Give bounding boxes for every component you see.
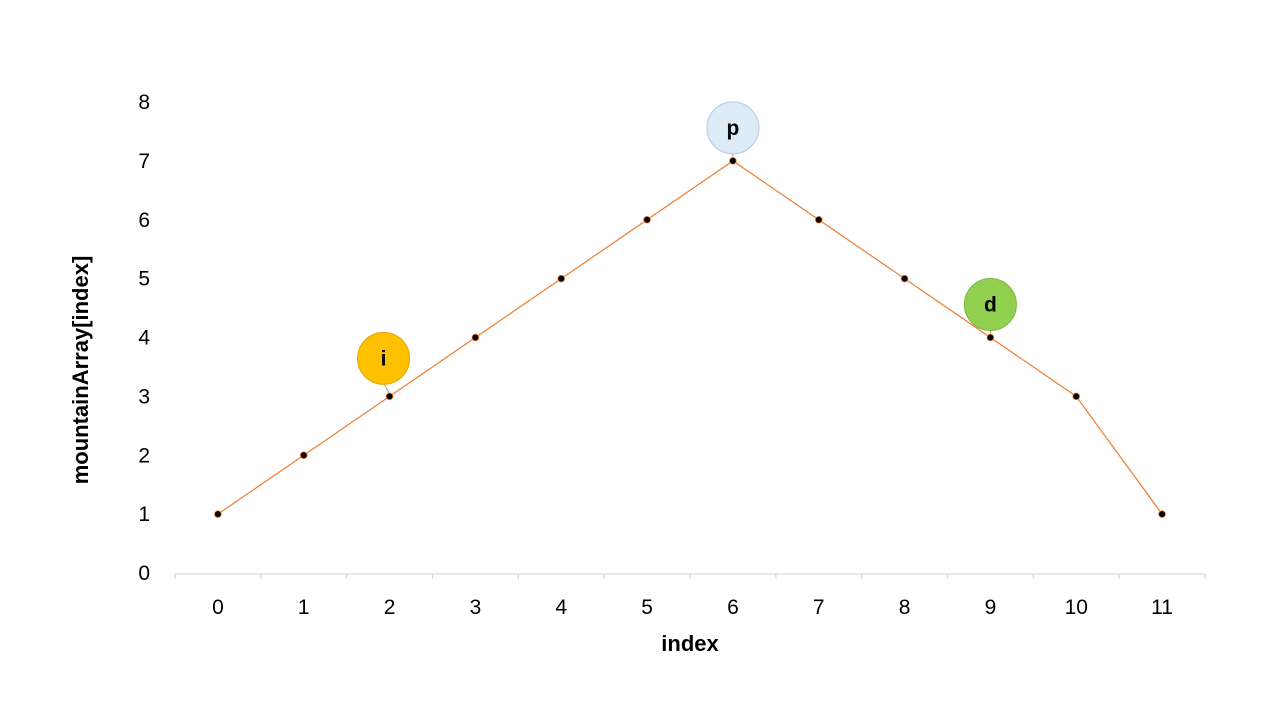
data-point — [643, 215, 651, 224]
x-axis-title: index — [661, 631, 719, 656]
annotation-bubble-i — [357, 331, 411, 385]
data-point — [557, 274, 566, 283]
y-axis-ticks: 0 1 2 3 4 5 6 7 8 — [138, 91, 150, 585]
x-tick-label: 4 — [555, 596, 567, 619]
y-axis-title: mountainArray[index] — [68, 256, 93, 485]
annotation-bubble-p — [706, 101, 760, 155]
y-tick-label: 2 — [138, 444, 150, 467]
series-line — [217, 160, 1163, 515]
data-point — [729, 157, 737, 165]
data-points — [214, 157, 1166, 518]
x-tick-label: 6 — [727, 596, 739, 619]
annotation-label-p: p — [727, 117, 740, 140]
y-tick-label: 6 — [138, 209, 150, 232]
y-tick-label: 8 — [138, 91, 150, 114]
x-tick-label: 1 — [298, 596, 310, 619]
x-tick-label: 8 — [899, 596, 911, 619]
data-point — [214, 510, 222, 518]
data-point — [1072, 392, 1081, 401]
y-tick-label: 3 — [138, 385, 150, 408]
x-axis-ticks: 0 1 2 3 4 5 6 7 8 9 10 11 — [212, 596, 1173, 619]
data-point — [299, 451, 308, 460]
x-tick-label: 11 — [1151, 596, 1173, 619]
x-tick-label: 0 — [212, 596, 224, 619]
x-tick-label: 7 — [813, 596, 825, 619]
y-tick-label: 1 — [138, 503, 150, 526]
data-point — [986, 333, 995, 342]
annotations: i p d — [357, 101, 1017, 385]
data-point — [814, 215, 823, 224]
data-point — [900, 274, 909, 283]
annotation-bubble-d — [963, 278, 1017, 331]
x-tick-label: 2 — [384, 596, 396, 619]
x-tick-label: 5 — [641, 596, 653, 619]
data-point — [471, 333, 480, 342]
x-tick-label: 9 — [985, 596, 997, 619]
y-tick-label: 4 — [138, 327, 150, 350]
y-tick-label: 5 — [138, 268, 150, 291]
x-tick-label: 3 — [470, 596, 482, 619]
data-point — [1158, 510, 1166, 518]
y-tick-label: 0 — [138, 562, 150, 585]
annotation-connectors — [383, 151, 991, 395]
annotation-label-i: i — [381, 347, 387, 370]
x-axis — [174, 573, 1206, 579]
x-tick-label: 10 — [1065, 596, 1088, 619]
series-lines — [217, 160, 1163, 515]
annotation-label-d: d — [984, 294, 997, 317]
data-point — [385, 392, 394, 401]
y-tick-label: 7 — [138, 150, 150, 173]
